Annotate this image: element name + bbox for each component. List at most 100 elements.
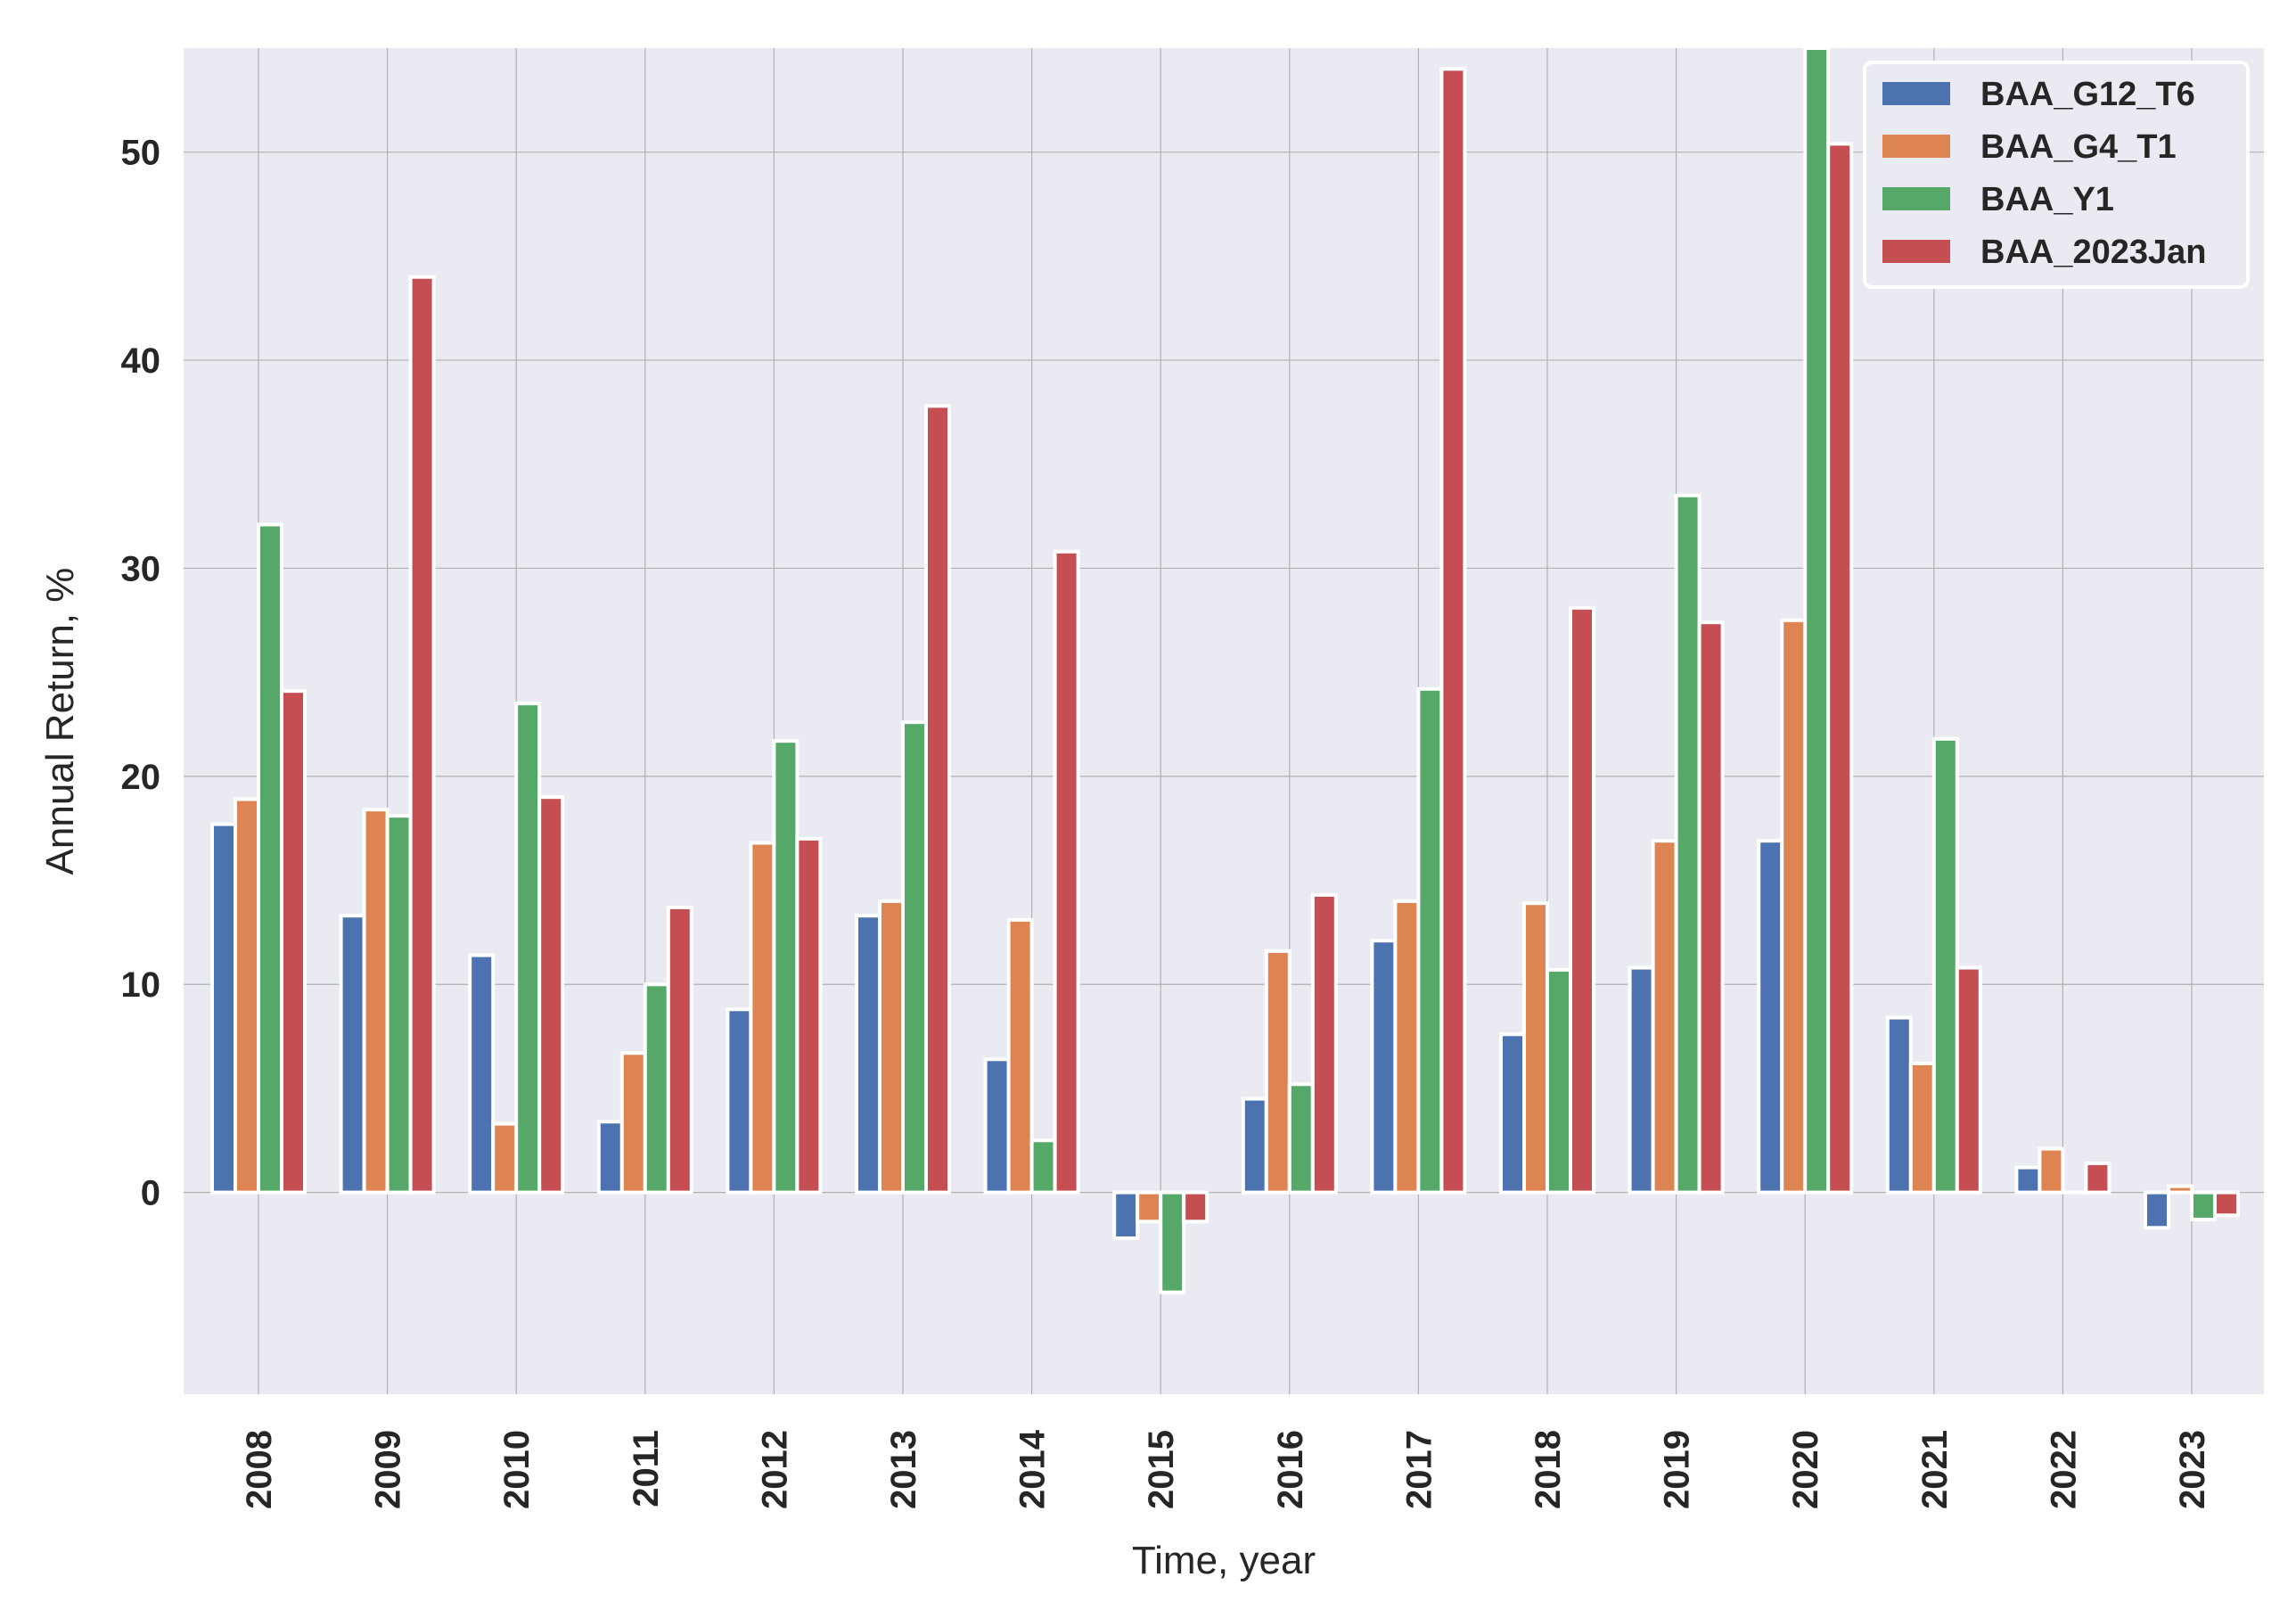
bar-BAA_2023Jan-2010 <box>537 795 565 1195</box>
x-tick-label: 2009 <box>369 1430 408 1509</box>
x-tick-label: 2017 <box>1399 1430 1439 1509</box>
bar-BAA_G12_T6-2020 <box>1757 839 1784 1195</box>
legend-swatch <box>1882 187 1950 210</box>
x-tick-label: 2014 <box>1013 1429 1053 1509</box>
x-tick-label: 2021 <box>1915 1430 1955 1509</box>
legend-swatch <box>1882 82 1950 105</box>
bar-BAA_G4_T1-2015 <box>1136 1190 1163 1224</box>
bar-BAA_Y1-2017 <box>1416 686 1444 1195</box>
bar-BAA_2023Jan-2022 <box>2084 1161 2112 1195</box>
bar-BAA_2023Jan-2008 <box>280 689 307 1195</box>
y-axis-ticks: 0 10 20 30 40 50 <box>121 134 161 1213</box>
bar-BAA_G12_T6-2012 <box>726 1007 753 1195</box>
bar-BAA_G12_T6-2009 <box>339 914 366 1195</box>
bar-BAA_2023Jan-2009 <box>408 275 436 1195</box>
x-tick-label: 2012 <box>755 1430 794 1509</box>
bar-BAA_G12_T6-2019 <box>1628 965 1655 1195</box>
bar-BAA_G4_T1-2022 <box>2038 1146 2065 1195</box>
bar-BAA_G4_T1-2021 <box>1908 1061 1936 1195</box>
bar-BAA_G4_T1-2014 <box>1006 917 1034 1195</box>
bar-BAA_G4_T1-2018 <box>1522 901 1549 1195</box>
x-tick-label: 2013 <box>884 1430 923 1509</box>
bar-BAA_G12_T6-2022 <box>2014 1165 2042 1195</box>
bar-BAA_2023Jan-2023 <box>2213 1190 2240 1218</box>
bar-BAA_G4_T1-2017 <box>1393 899 1421 1195</box>
bar-BAA_G4_T1-2013 <box>878 899 905 1195</box>
bar-BAA_G4_T1-2020 <box>1780 618 1808 1195</box>
bar-BAA_Y1-2008 <box>257 522 283 1195</box>
x-tick-label: 2022 <box>2044 1430 2083 1509</box>
bar-BAA_2023Jan-2014 <box>1053 549 1080 1195</box>
bar-BAA_G4_T1-2012 <box>749 841 776 1195</box>
bar-BAA_2023Jan-2015 <box>1182 1190 1210 1224</box>
bar-BAA_Y1-2023 <box>2190 1190 2217 1221</box>
bar-BAA_G12_T6-2010 <box>468 953 496 1195</box>
bar-BAA_Y1-2013 <box>901 720 928 1195</box>
bar-BAA_G4_T1-2023 <box>2167 1184 2194 1195</box>
bar-BAA_2023Jan-2020 <box>1826 142 1854 1195</box>
bar-BAA_G12_T6-2014 <box>983 1057 1011 1195</box>
y-axis-label: Annual Return, % <box>38 568 82 875</box>
bar-BAA_G4_T1-2019 <box>1651 839 1678 1195</box>
y-tick-label: 0 <box>141 1174 160 1213</box>
legend: BAA_G12_T6 BAA_G4_T1 BAA_Y1 BAA_2023Jan <box>1863 61 2250 289</box>
bar-BAA_2023Jan-2016 <box>1310 892 1338 1195</box>
legend-label: BAA_2023Jan <box>1980 234 2206 271</box>
bar-BAA_2023Jan-2017 <box>1439 67 1467 1195</box>
bar-BAA_2023Jan-2013 <box>924 404 951 1195</box>
bar-BAA_G4_T1-2011 <box>619 1051 647 1195</box>
bar-BAA_G4_T1-2010 <box>491 1121 519 1195</box>
bar-BAA_2023Jan-2019 <box>1697 620 1725 1195</box>
y-tick-label: 20 <box>121 758 161 797</box>
x-tick-label: 2010 <box>497 1430 537 1509</box>
x-tick-label: 2018 <box>1529 1430 1568 1509</box>
bar-BAA_G12_T6-2008 <box>210 822 237 1195</box>
bar-BAA_Y1-2011 <box>643 982 670 1195</box>
bar-BAA_2023Jan-2011 <box>666 905 693 1195</box>
bar-BAA_G12_T6-2017 <box>1370 939 1398 1195</box>
bar-BAA_Y1-2020 <box>1803 46 1831 1195</box>
legend-frame <box>1863 61 2250 289</box>
legend-label: BAA_G12_T6 <box>1980 76 2195 113</box>
bar-BAA_Y1-2014 <box>1029 1138 1057 1195</box>
legend-swatch <box>1882 240 1950 263</box>
bars <box>210 46 2240 1294</box>
bar-BAA_Y1-2010 <box>514 702 542 1195</box>
bar-BAA_G12_T6-2016 <box>1241 1096 1268 1195</box>
bar-BAA_Y1-2016 <box>1287 1082 1315 1195</box>
bar-BAA_G12_T6-2021 <box>1885 1015 1913 1195</box>
bar-BAA_G12_T6-2011 <box>596 1120 624 1195</box>
bar-BAA_G12_T6-2015 <box>1112 1190 1140 1240</box>
y-tick-label: 30 <box>121 549 161 588</box>
bar-BAA_2023Jan-2012 <box>795 836 823 1195</box>
bar-BAA_Y1-2012 <box>772 739 800 1195</box>
bar-BAA_Y1-2021 <box>1931 736 1959 1195</box>
bar-BAA_2023Jan-2021 <box>1955 965 1982 1195</box>
x-tick-label: 2019 <box>1658 1430 1697 1509</box>
x-axis-label: Time, year <box>1132 1539 1316 1582</box>
x-tick-label: 2008 <box>240 1430 279 1509</box>
legend-label: BAA_G4_T1 <box>1980 128 2177 166</box>
y-tick-label: 50 <box>121 134 161 173</box>
bar-BAA_G12_T6-2023 <box>2144 1190 2170 1230</box>
bar-BAA_Y1-2009 <box>385 814 413 1195</box>
x-tick-label: 2023 <box>2173 1430 2212 1509</box>
bar-BAA_G4_T1-2008 <box>234 797 260 1195</box>
x-axis-ticks: 2008 2009 2010 2011 2012 2013 2014 2015 2016 2017… <box>240 1429 2212 1509</box>
x-tick-label: 2020 <box>1786 1430 1825 1509</box>
bar-BAA_Y1-2015 <box>1159 1190 1186 1294</box>
x-tick-label: 2016 <box>1271 1430 1310 1509</box>
y-tick-label: 10 <box>121 965 161 1005</box>
legend-label: BAA_Y1 <box>1980 181 2114 218</box>
bar-BAA_G12_T6-2018 <box>1499 1032 1526 1195</box>
bar-BAA_G4_T1-2016 <box>1264 949 1292 1195</box>
x-tick-label: 2011 <box>627 1430 666 1507</box>
bar-BAA_2023Jan-2018 <box>1569 605 1595 1195</box>
bar-BAA_Y1-2019 <box>1674 493 1702 1195</box>
bar-BAA_G4_T1-2009 <box>362 808 390 1195</box>
bar-BAA_G12_T6-2013 <box>855 914 882 1195</box>
legend-swatch <box>1882 135 1950 158</box>
bar-BAA_Y1-2018 <box>1546 967 1572 1195</box>
x-tick-label: 2015 <box>1142 1430 1181 1509</box>
